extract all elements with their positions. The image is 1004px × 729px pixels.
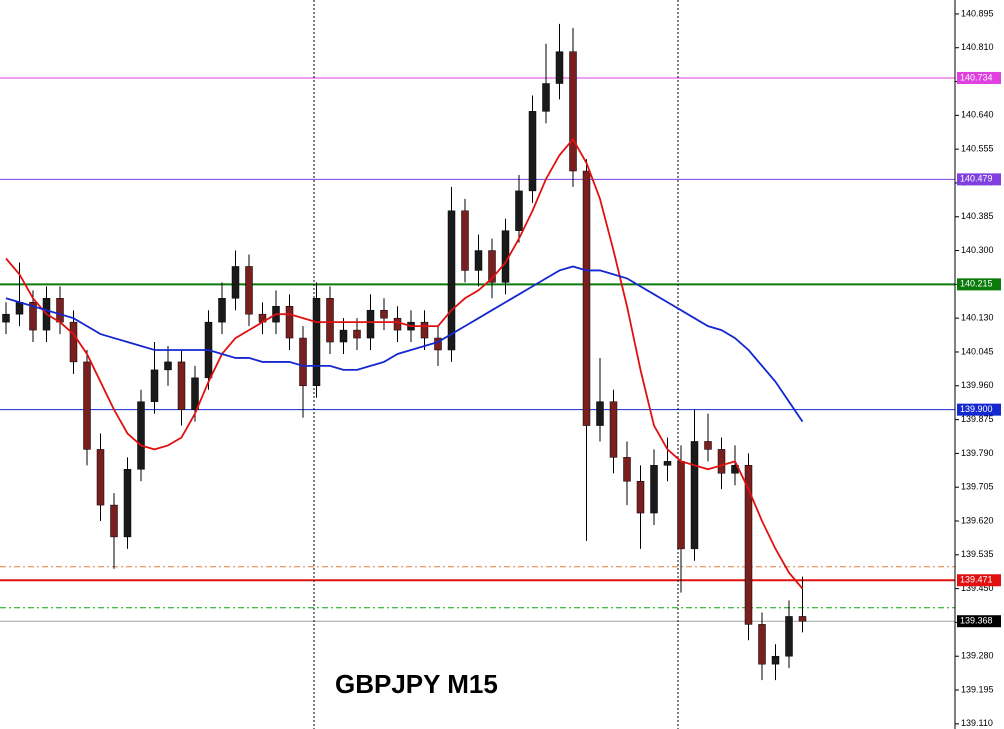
candle-body xyxy=(582,170,591,426)
candle-body xyxy=(177,361,186,410)
price-label-box xyxy=(957,574,1001,587)
y-tick-label: 139.705 xyxy=(961,482,994,492)
price-label-box xyxy=(957,71,1001,84)
candle-body xyxy=(785,616,793,657)
chart-title: GBPJPY M15 xyxy=(335,669,498,699)
candle-body xyxy=(758,624,766,665)
candle-body xyxy=(609,401,618,458)
y-tick-label: 140.640 xyxy=(961,110,994,120)
y-tick-label: 139.875 xyxy=(961,414,994,424)
candle-body xyxy=(2,313,10,323)
candle-body xyxy=(96,449,105,506)
candle-body xyxy=(312,298,321,387)
price-axis: 140.895140.810140.725140.640140.555140.4… xyxy=(955,8,1001,728)
candle-body xyxy=(623,457,631,482)
y-tick-label: 139.110 xyxy=(961,718,993,728)
y-tick-label: 139.450 xyxy=(961,583,994,593)
candle-body xyxy=(150,369,159,402)
y-tick-label: 139.620 xyxy=(961,515,994,525)
candle-body xyxy=(677,461,685,550)
y-tick-label: 140.045 xyxy=(961,346,994,356)
candle-body xyxy=(474,250,483,271)
price-label-box xyxy=(957,173,1001,186)
y-tick-label: 140.810 xyxy=(961,42,994,52)
price-label: 140.734 xyxy=(960,72,993,82)
y-tick-label: 139.790 xyxy=(961,448,994,458)
candle-body xyxy=(434,337,442,351)
candle-body xyxy=(110,504,118,538)
candle-body xyxy=(447,210,456,351)
candle-body xyxy=(164,361,172,371)
candle-body xyxy=(771,655,780,665)
candle-body xyxy=(326,298,334,343)
y-tick-label: 140.300 xyxy=(961,245,994,255)
candle-body xyxy=(299,337,307,387)
candle-body xyxy=(690,441,699,550)
candle-body xyxy=(596,401,604,426)
y-tick-label: 139.195 xyxy=(961,684,994,694)
candle-body xyxy=(515,190,523,231)
candle-body xyxy=(380,309,388,319)
candle-body xyxy=(218,298,226,323)
candle-body xyxy=(56,298,64,323)
candle-body xyxy=(569,51,577,172)
candle-body xyxy=(650,465,658,514)
candle-body xyxy=(137,401,145,470)
candle-body xyxy=(231,266,240,299)
candle-body xyxy=(636,480,645,514)
price-label-box xyxy=(957,403,1001,416)
price-label: 140.479 xyxy=(960,174,993,184)
y-tick-label: 140.130 xyxy=(961,313,994,323)
candle-body xyxy=(555,51,564,84)
candle-body xyxy=(191,377,199,410)
candle-body xyxy=(704,441,712,450)
candle-body xyxy=(285,305,294,339)
candle-body xyxy=(744,465,753,625)
candle-body xyxy=(461,210,469,271)
y-tick-label: 139.960 xyxy=(961,380,994,390)
candle-body xyxy=(353,329,361,339)
price-label-box xyxy=(957,615,1001,628)
price-label: 140.215 xyxy=(960,279,993,289)
candle-body xyxy=(488,250,496,283)
price-label: 139.368 xyxy=(960,616,993,626)
candle-body xyxy=(245,266,253,315)
candle-body xyxy=(123,469,132,538)
y-tick-label: 139.535 xyxy=(961,549,994,559)
candle-body xyxy=(717,449,726,474)
candle-body xyxy=(366,309,375,339)
candle-body xyxy=(29,302,37,331)
candle-body xyxy=(15,302,24,315)
candle-body xyxy=(420,321,429,339)
price-label: 139.471 xyxy=(960,575,993,585)
y-tick-label: 139.280 xyxy=(961,651,994,661)
candle-layer xyxy=(2,23,807,681)
moving-average xyxy=(5,137,804,590)
candle-body xyxy=(83,361,91,450)
price-axis-background xyxy=(955,0,1004,729)
price-label: 139.900 xyxy=(960,404,993,414)
y-tick-label: 140.385 xyxy=(961,211,994,221)
candle-body xyxy=(339,329,348,343)
moving-average xyxy=(5,265,804,423)
y-tick-label: 140.555 xyxy=(961,144,994,154)
price-label-box xyxy=(957,278,1001,291)
candle-body xyxy=(69,321,78,363)
candle-body xyxy=(393,317,402,331)
y-tick-label: 140.895 xyxy=(961,8,994,18)
candle-body xyxy=(798,616,807,622)
candle-body xyxy=(663,461,672,466)
candle-body xyxy=(528,111,537,192)
candle-body xyxy=(542,83,550,112)
